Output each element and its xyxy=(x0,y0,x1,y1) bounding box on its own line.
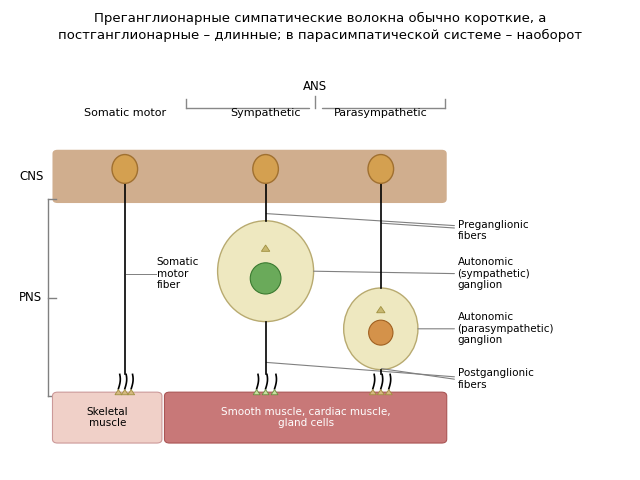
Ellipse shape xyxy=(112,155,138,183)
Text: Parasympathetic: Parasympathetic xyxy=(334,108,428,118)
Text: Sympathetic: Sympathetic xyxy=(230,108,301,118)
Text: Skeletal
muscle: Skeletal muscle xyxy=(86,407,128,428)
Text: Postganglionic
fibers: Postganglionic fibers xyxy=(458,369,534,390)
Polygon shape xyxy=(128,390,134,395)
Text: Autonomic
(sympathetic)
ganglion: Autonomic (sympathetic) ganglion xyxy=(458,257,531,290)
Ellipse shape xyxy=(369,320,393,345)
FancyBboxPatch shape xyxy=(52,392,162,443)
FancyBboxPatch shape xyxy=(52,150,447,203)
Text: ANS: ANS xyxy=(303,80,327,93)
Ellipse shape xyxy=(253,155,278,183)
Polygon shape xyxy=(253,390,260,395)
Polygon shape xyxy=(378,390,384,395)
Ellipse shape xyxy=(250,263,281,294)
Ellipse shape xyxy=(218,221,314,322)
Polygon shape xyxy=(261,245,270,252)
Text: Preganglionic
fibers: Preganglionic fibers xyxy=(458,219,528,241)
Polygon shape xyxy=(122,390,128,395)
Polygon shape xyxy=(376,306,385,313)
Text: CNS: CNS xyxy=(19,170,44,183)
Polygon shape xyxy=(115,390,122,395)
Polygon shape xyxy=(369,390,376,395)
FancyBboxPatch shape xyxy=(164,392,447,443)
Text: Преганглионарные симпатические волокна обычно короткие, а
постганглионарные – дл: Преганглионарные симпатические волокна о… xyxy=(58,12,582,42)
Text: Smooth muscle, cardiac muscle,
gland cells: Smooth muscle, cardiac muscle, gland cel… xyxy=(221,407,390,428)
Polygon shape xyxy=(271,390,278,395)
Text: Autonomic
(parasympathetic)
ganglion: Autonomic (parasympathetic) ganglion xyxy=(458,312,554,346)
Ellipse shape xyxy=(344,288,418,370)
Text: Somatic
motor
fiber: Somatic motor fiber xyxy=(157,257,199,290)
Polygon shape xyxy=(262,390,269,395)
Polygon shape xyxy=(385,390,392,395)
Text: Somatic motor: Somatic motor xyxy=(84,108,166,118)
Ellipse shape xyxy=(368,155,394,183)
Text: PNS: PNS xyxy=(19,291,42,304)
